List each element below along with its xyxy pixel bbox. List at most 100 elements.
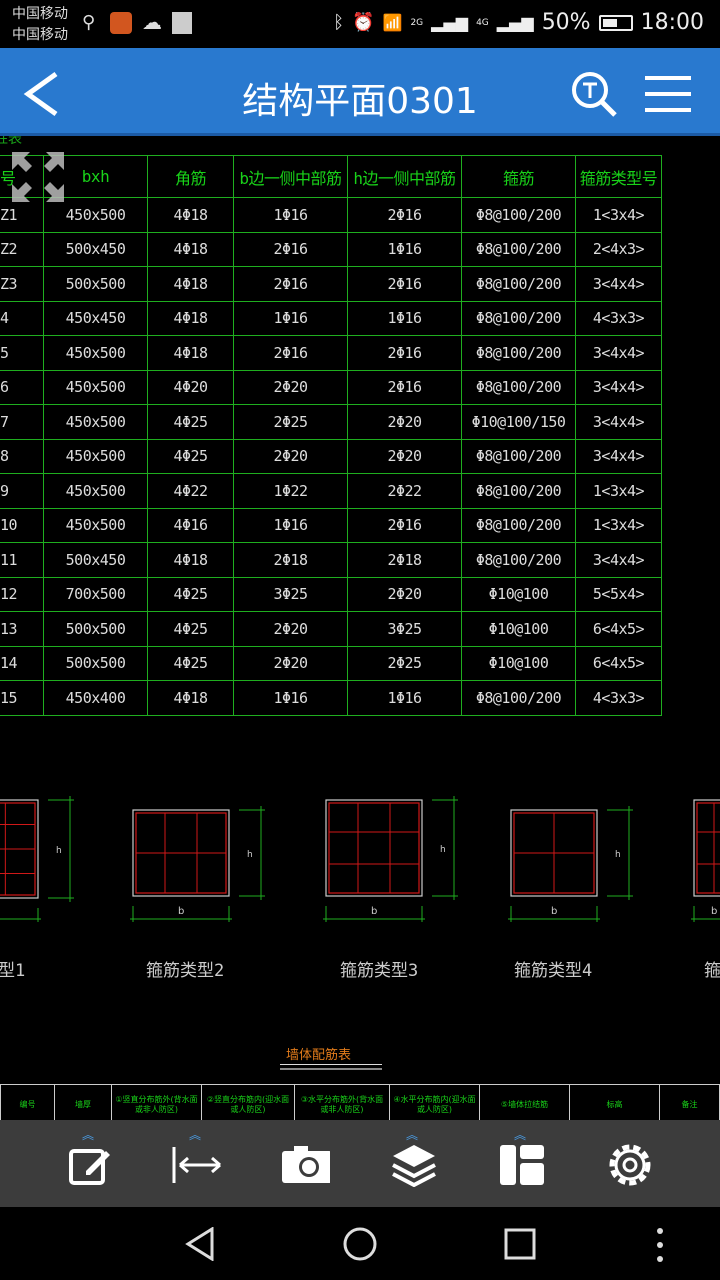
- table-cell: 1Φ16: [233, 197, 348, 233]
- gear-icon: [609, 1144, 651, 1186]
- camera-button[interactable]: [280, 1140, 330, 1190]
- layout-button[interactable]: ︽: [497, 1128, 547, 1190]
- table-cell: 450x450: [43, 300, 148, 336]
- table-cell: 15: [0, 680, 44, 716]
- back-icon[interactable]: [20, 70, 64, 118]
- table-cell: 1<3x4>: [575, 473, 662, 509]
- battery-percent: 50%: [541, 10, 591, 35]
- table-cell: Φ8@100/200: [461, 680, 576, 716]
- table-cell: 2Φ18: [347, 542, 462, 578]
- settings-button[interactable]: [605, 1140, 655, 1190]
- table-cell: 500x500: [43, 645, 148, 681]
- measure-button[interactable]: ︽: [172, 1128, 222, 1190]
- wall-table-header: ②竖直分布筋内(迎水面或人防区): [201, 1084, 295, 1120]
- cad-drawing-canvas[interactable]: 柱表 号 bxh 角筋 b边一侧中部筋 h边一侧中部筋 箍筋 箍筋类型号 Z1 450x500…: [0, 136, 720, 1120]
- table-cell: 450x500: [43, 473, 148, 509]
- table-cell: Φ10@100: [461, 611, 576, 647]
- bottom-toolbar: ︽ ︽ ︽ ︽: [0, 1120, 720, 1207]
- signal-4g: 4G: [476, 17, 489, 28]
- table-cell: 700x500: [43, 576, 148, 612]
- huawei-icon: [172, 12, 192, 34]
- column-header: b边一侧中部筋: [233, 155, 348, 198]
- table-row: 15 450x400 4Φ18 1Φ16 1Φ16 Φ8@100/200 4<3x3>: [0, 680, 662, 716]
- nav-home-icon[interactable]: [342, 1226, 378, 1262]
- table-cell: 2Φ18: [233, 542, 348, 578]
- table-cell: 2Φ16: [347, 369, 462, 405]
- carrier-2: 中国移动: [12, 27, 68, 43]
- nav-recents-icon[interactable]: [504, 1228, 536, 1260]
- dim-label-h: h: [615, 850, 621, 860]
- table-cell: 1Φ16: [347, 231, 462, 267]
- table-cell: 2Φ25: [347, 645, 462, 681]
- wall-table-header: 备注: [659, 1084, 720, 1120]
- battery-icon: [598, 14, 633, 31]
- carrier-1: 中国移动: [12, 6, 68, 22]
- table-cell: Φ8@100/200: [461, 473, 576, 509]
- table-cell: 3<4x4>: [575, 542, 662, 578]
- table-cell: 4<3x3>: [575, 300, 662, 336]
- text-search-icon[interactable]: [570, 70, 620, 120]
- table-cell: 11: [0, 542, 44, 578]
- edit-button[interactable]: ︽: [65, 1128, 115, 1190]
- dim-label-h: h: [440, 845, 446, 855]
- table-cell: Φ10@100/150: [461, 404, 576, 440]
- table-cell: 12: [0, 576, 44, 612]
- table-cell: 5: [0, 335, 44, 371]
- layers-button[interactable]: ︽: [389, 1128, 439, 1190]
- table-cell: 4Φ18: [147, 542, 234, 578]
- dim-label-h: h: [56, 846, 62, 856]
- menu-icon[interactable]: [643, 74, 693, 114]
- table-cell: 500x450: [43, 542, 148, 578]
- table-cell: 4Φ25: [147, 404, 234, 440]
- chevron-up-icon: ︽: [406, 1128, 419, 1142]
- column-header: 箍筋类型号: [575, 155, 662, 198]
- table-cell: 1<3x4>: [575, 197, 662, 233]
- table-cell: 500x450: [43, 231, 148, 267]
- table-cell: 4Φ25: [147, 576, 234, 612]
- signal-2g: 2G: [410, 17, 424, 28]
- table-cell: 2Φ20: [233, 611, 348, 647]
- table-cell: Z2: [0, 231, 44, 267]
- table-cell: 5<5x4>: [575, 576, 662, 612]
- chevron-up-icon: ︽: [82, 1128, 95, 1142]
- table-cell: 4Φ18: [147, 231, 234, 267]
- table-cell: Φ10@100: [461, 645, 576, 681]
- fullscreen-icon[interactable]: [10, 150, 66, 204]
- layout-icon: [500, 1145, 544, 1185]
- page-title: 结构平面0301: [242, 81, 478, 122]
- table-cell: 2Φ20: [347, 404, 462, 440]
- table-row: 14 500x500 4Φ25 2Φ20 2Φ25 Φ10@100 6<4x5>: [0, 645, 662, 681]
- table-cell: 1Φ16: [233, 680, 348, 716]
- table-cell: 2Φ20: [233, 369, 348, 405]
- table-cell: 1Φ16: [233, 507, 348, 543]
- table-cell: 2Φ22: [347, 473, 462, 509]
- more-options-icon[interactable]: [654, 1225, 666, 1265]
- wall-table-header: ①竖直分布筋外(背水面或非人防区): [111, 1084, 202, 1120]
- table-cell: 2Φ16: [347, 507, 462, 543]
- table-row: 6 450x500 4Φ20 2Φ20 2Φ16 Φ8@100/200 3<4x4>: [0, 369, 662, 405]
- table-cell: 3<4x4>: [575, 335, 662, 371]
- table-cell: Φ8@100/200: [461, 300, 576, 336]
- cloud-alert-icon: ☁: [142, 10, 162, 34]
- table-cell: 4Φ16: [147, 507, 234, 543]
- table-cell: Φ8@100/200: [461, 438, 576, 474]
- table-cell: 450x500: [43, 335, 148, 371]
- table-row: 8 450x500 4Φ25 2Φ20 2Φ20 Φ8@100/200 3<4x4>: [0, 438, 662, 474]
- table-cell: 1Φ16: [347, 300, 462, 336]
- table-cell: 500x500: [43, 611, 148, 647]
- system-nav-bar: [0, 1207, 720, 1280]
- table-cell: 4Φ18: [147, 197, 234, 233]
- table-cell: Φ10@100: [461, 576, 576, 612]
- table-cell: 2Φ16: [347, 335, 462, 371]
- table-cell: 2<4x3>: [575, 231, 662, 267]
- table-cell: 1Φ22: [233, 473, 348, 509]
- table-cell: 4Φ22: [147, 473, 234, 509]
- table-cell: 1<3x4>: [575, 507, 662, 543]
- table-cell: 2Φ20: [233, 438, 348, 474]
- alarm-icon: ⏰: [352, 12, 375, 33]
- nav-back-icon[interactable]: [184, 1227, 216, 1261]
- table-cell: 4<3x3>: [575, 680, 662, 716]
- table-cell: 3Φ25: [347, 611, 462, 647]
- table-cell: 2Φ25: [233, 404, 348, 440]
- table-cell: 450x400: [43, 680, 148, 716]
